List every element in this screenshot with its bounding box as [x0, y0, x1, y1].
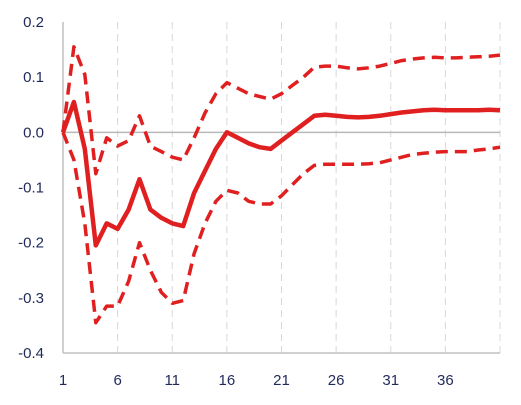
- x-tick-label: 11: [164, 372, 180, 389]
- axes: [62, 22, 500, 354]
- x-tick-label: 36: [437, 372, 454, 389]
- y-tick-label: 0.0: [23, 124, 44, 141]
- y-tick-label: -0.3: [18, 290, 44, 307]
- x-tick-label: 16: [219, 372, 236, 389]
- y-tick-label: 0.1: [23, 69, 44, 86]
- x-tick-label: 31: [382, 372, 399, 389]
- x-tick-label: 26: [328, 372, 345, 389]
- y-axis-tick-labels: 0.2 0.1 0.0 -0.1 -0.2 -0.3 -0.4: [18, 14, 44, 362]
- x-tick-label: 1: [59, 372, 67, 389]
- x-tick-label: 6: [113, 372, 121, 389]
- x-tick-label: 21: [273, 372, 290, 389]
- x-axis-tick-labels: 1 6 11 16 21 26 31 36: [59, 372, 454, 389]
- upper-band-line: [61, 45, 501, 176]
- y-tick-label: -0.1: [18, 180, 44, 197]
- lower-band-line: [61, 131, 501, 325]
- y-tick-label: -0.2: [18, 235, 44, 252]
- y-tick-label: 0.2: [23, 14, 44, 31]
- y-tick-label: -0.4: [18, 345, 44, 362]
- series-lines: [60, 45, 501, 325]
- response-line: [60, 99, 501, 248]
